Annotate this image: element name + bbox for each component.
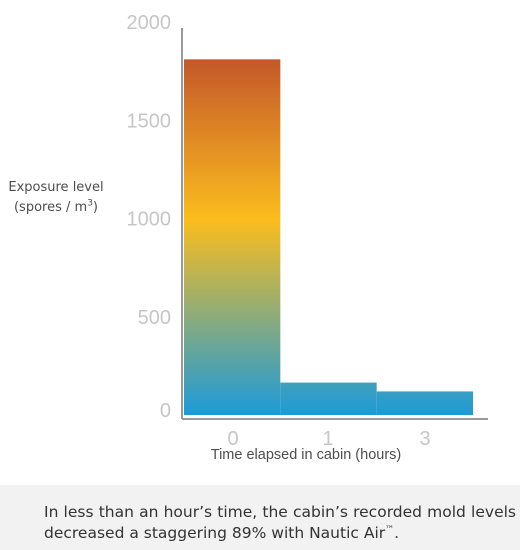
y-tick-label-1000: 1000 (127, 209, 172, 231)
x-tick-label-3: 3 (419, 428, 430, 450)
bar-0 (184, 59, 281, 416)
caption-body: In less than an hour’s time, the cabin’s… (44, 503, 516, 542)
caption-end: . (394, 524, 400, 542)
y-tick-label-1500: 1500 (127, 110, 172, 132)
y-axis-unit: (spores / m (13, 200, 88, 215)
y-axis-unit-exponent: 3 (87, 198, 93, 209)
y-tick-label-2000: 2000 (127, 12, 172, 34)
chart-svg: 0 500 1000 1500 2000 0 1 3 Time elapsed in cabi… (127, 12, 488, 463)
y-tick-label-0: 0 (160, 400, 171, 422)
y-axis-title-line1: Exposure level (8, 180, 104, 195)
x-tick-label-1: 1 (322, 428, 333, 450)
x-axis-title: Time elapsed in cabin (hours) (211, 447, 401, 463)
x-tick-label-0: 0 (227, 428, 238, 450)
bar-1 (280, 382, 377, 415)
caption-text: In less than an hour’s time, the cabin’s… (44, 502, 516, 544)
y-tick-label-500: 500 (138, 307, 171, 329)
caption-panel: In less than an hour’s time, the cabin’s… (0, 485, 520, 550)
y-axis-unit-close: ) (92, 200, 98, 215)
bar-3 (376, 391, 473, 415)
y-axis-title: Exposure level (spores / m3) (0, 178, 112, 218)
chart: 0 500 1000 1500 2000 0 1 3 Time elapsed in cabi… (0, 12, 488, 463)
y-axis-title-line2: (spores / m3) (0, 198, 112, 218)
trademark-symbol: ™ (385, 524, 395, 535)
